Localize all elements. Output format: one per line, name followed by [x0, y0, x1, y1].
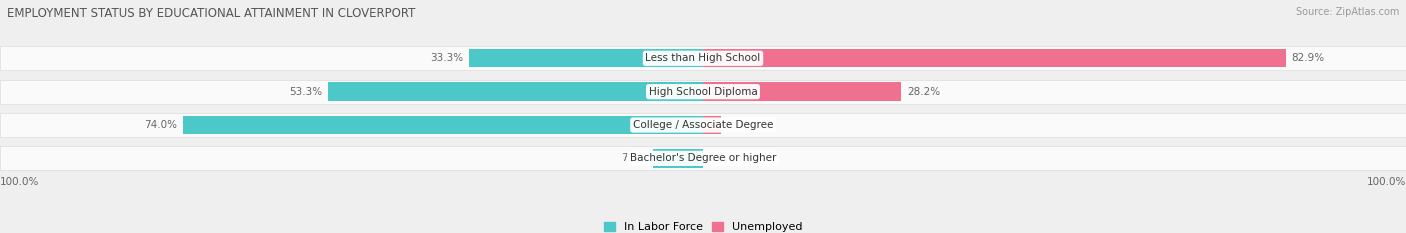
Text: 28.2%: 28.2%	[907, 87, 941, 97]
Bar	[0, 113, 1406, 137]
Bar	[0, 46, 1406, 70]
Text: College / Associate Degree: College / Associate Degree	[633, 120, 773, 130]
Text: 74.0%: 74.0%	[145, 120, 177, 130]
Text: High School Diploma: High School Diploma	[648, 87, 758, 97]
Text: 100.0%: 100.0%	[0, 177, 39, 187]
Bar	[329, 82, 703, 101]
Text: 82.9%: 82.9%	[1292, 53, 1324, 63]
Text: 7.1%: 7.1%	[621, 153, 647, 163]
Bar	[470, 49, 703, 68]
Text: 53.3%: 53.3%	[290, 87, 323, 97]
Text: Source: ZipAtlas.com: Source: ZipAtlas.com	[1295, 7, 1399, 17]
Legend: In Labor Force, Unemployed: In Labor Force, Unemployed	[603, 222, 803, 232]
Text: Less than High School: Less than High School	[645, 53, 761, 63]
Bar	[0, 146, 1406, 170]
Text: 33.3%: 33.3%	[430, 53, 464, 63]
Bar	[703, 82, 901, 101]
Bar	[183, 116, 703, 134]
Text: 0.0%: 0.0%	[709, 153, 735, 163]
Text: 100.0%: 100.0%	[1367, 177, 1406, 187]
Bar	[703, 49, 1286, 68]
Text: 2.6%: 2.6%	[727, 120, 754, 130]
Bar	[0, 80, 1406, 104]
Bar	[703, 116, 721, 134]
Text: EMPLOYMENT STATUS BY EDUCATIONAL ATTAINMENT IN CLOVERPORT: EMPLOYMENT STATUS BY EDUCATIONAL ATTAINM…	[7, 7, 415, 20]
Bar	[652, 149, 703, 168]
Text: Bachelor's Degree or higher: Bachelor's Degree or higher	[630, 153, 776, 163]
